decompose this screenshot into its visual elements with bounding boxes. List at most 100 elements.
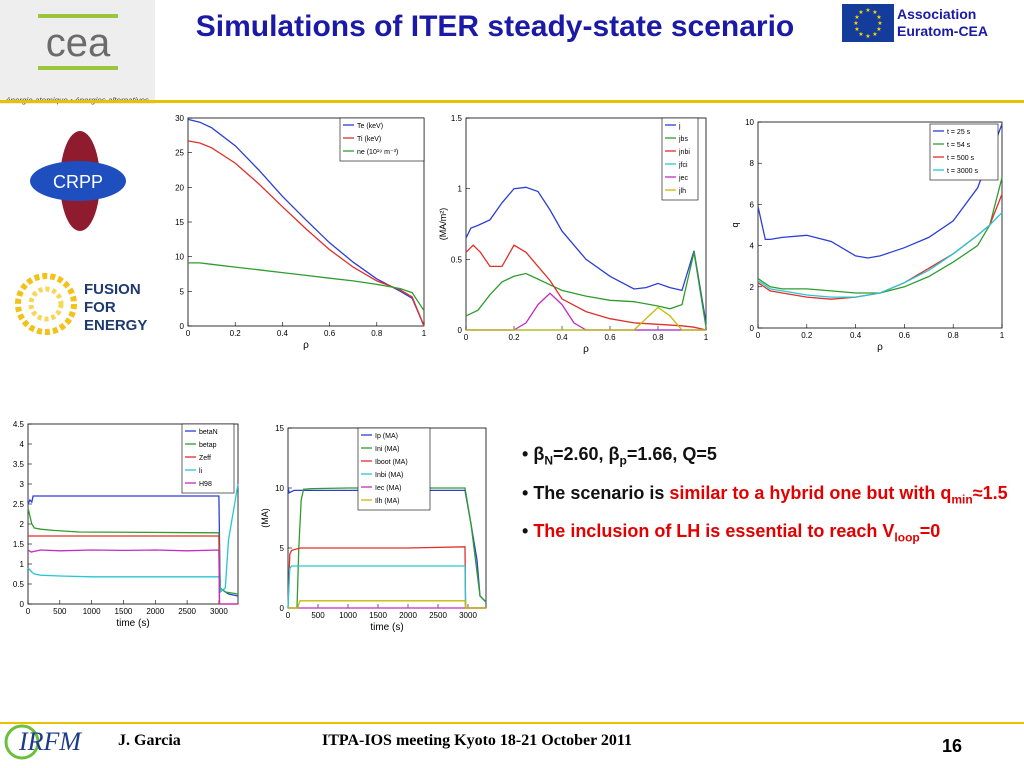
x-tick-label: 0	[286, 611, 291, 620]
x-tick-label: 0.6	[324, 329, 336, 338]
legend-label: Te (keV)	[357, 123, 383, 130]
footer-meeting: ITPA-IOS meeting Kyoto 18-21 October 201…	[322, 732, 633, 749]
series-line	[188, 262, 425, 312]
cea-logo: cea	[38, 14, 118, 70]
x-tick-label: 0.4	[850, 331, 862, 340]
series-line	[466, 306, 706, 331]
y-tick-label: 15	[275, 424, 284, 433]
y-tick-label: 2	[20, 520, 25, 529]
y-tick-label: 10	[175, 253, 184, 262]
y-axis-label: (MA)	[260, 508, 270, 528]
x-tick-label: 0.6	[604, 333, 616, 342]
legend-label: li	[199, 468, 203, 475]
legend-label: j	[678, 123, 681, 130]
x-tick-label: 1500	[369, 611, 387, 620]
x-tick-label: 1000	[339, 611, 357, 620]
x-tick-label: 0.8	[948, 331, 960, 340]
legend-label: ne (10¹⁹ m⁻³)	[357, 149, 398, 156]
svg-text:★: ★	[865, 7, 870, 14]
legend-label: Ini (MA)	[375, 446, 400, 453]
x-tick-label: 0	[186, 329, 191, 338]
series-line	[187, 118, 425, 327]
x-tick-label: 3000	[210, 607, 228, 616]
y-tick-label: 4	[20, 440, 25, 449]
y-tick-label: 0	[280, 604, 285, 613]
series-line	[288, 600, 486, 609]
f4e-line2: FOR	[84, 299, 116, 316]
y-tick-label: 3.5	[13, 460, 25, 469]
legend-box	[929, 123, 999, 181]
logo-panel: cea	[0, 0, 155, 104]
footer-author: J. Garcia	[118, 732, 181, 749]
series-line	[27, 507, 239, 595]
bullet-text: =0	[919, 521, 941, 542]
f4e-line3: ENERGY	[84, 317, 147, 334]
series-line	[757, 212, 1003, 298]
y-tick-label: 0	[20, 600, 25, 609]
svg-text:★: ★	[858, 9, 863, 16]
x-tick-label: 0	[464, 333, 469, 342]
bullet-text: min	[951, 492, 973, 507]
y-tick-label: 2.5	[13, 500, 25, 509]
legend-label: Ilh (MA)	[375, 498, 400, 505]
crpp-logo-text: CRPP	[53, 172, 103, 192]
x-axis-label: ρ	[303, 340, 309, 351]
irfm-logo-text: IRFM	[18, 727, 82, 756]
x-tick-label: 2000	[146, 607, 164, 616]
x-axis-label: ρ	[583, 344, 589, 355]
svg-text:★: ★	[876, 14, 881, 21]
y-tick-label: 0.5	[451, 255, 463, 264]
y-axis-label: (MA/m²)	[438, 208, 448, 241]
page-title: Simulations of ITER steady-state scenari…	[195, 10, 795, 43]
legend-label: jbs	[678, 136, 688, 143]
series-line	[287, 565, 486, 609]
x-tick-label: 1000	[83, 607, 101, 616]
bullet-item: • βN=2.60, βp=1.66, Q=5	[522, 438, 1012, 477]
x-tick-label: 0.6	[899, 331, 911, 340]
x-tick-label: 3000	[459, 611, 477, 620]
y-tick-label: 5	[280, 544, 285, 553]
x-tick-label: 0	[26, 607, 31, 616]
bullet-dot: •	[522, 482, 534, 503]
legend-label: jlh	[678, 188, 686, 195]
legend-label: t = 3000 s	[947, 168, 978, 175]
legend-label: Ip (MA)	[375, 433, 398, 440]
x-tick-label: 1	[422, 329, 427, 338]
svg-text:★: ★	[854, 26, 859, 33]
svg-text:★: ★	[854, 14, 859, 21]
bullet-text: β	[533, 444, 545, 464]
legend-label: jnbi	[678, 149, 690, 156]
y-tick-label: 0.5	[13, 580, 25, 589]
y-tick-label: 25	[175, 149, 184, 158]
x-axis-label: ρ	[877, 342, 883, 353]
y-tick-label: 0	[458, 326, 463, 335]
legend-box	[357, 427, 431, 511]
legend-label: t = 25 s	[947, 129, 971, 136]
y-tick-label: 0	[180, 322, 185, 331]
series-line	[465, 252, 707, 328]
y-tick-label: 30	[175, 114, 184, 123]
bullet-text: loop	[894, 530, 920, 545]
x-axis-label: time (s)	[116, 618, 149, 629]
x-tick-label: 0.2	[508, 333, 520, 342]
x-tick-label: 1500	[115, 607, 133, 616]
x-tick-label: 0.2	[801, 331, 813, 340]
legend-box	[181, 423, 235, 494]
page-number: 16	[942, 736, 963, 756]
x-axis-label: time (s)	[370, 622, 403, 633]
y-tick-label: 10	[275, 484, 284, 493]
x-tick-label: 0.8	[652, 333, 664, 342]
series-line	[187, 140, 425, 327]
y-tick-label: 15	[175, 218, 184, 227]
bullet-text: ≈1.5	[972, 482, 1008, 503]
irfm-logo: IRFM	[4, 724, 82, 760]
x-tick-label: 2000	[399, 611, 417, 620]
x-tick-label: 0.2	[230, 329, 242, 338]
bullet-text: The scenario is	[533, 482, 670, 503]
svg-text:★: ★	[877, 20, 882, 27]
y-tick-label: 1.5	[451, 114, 463, 123]
bullet-list: • βN=2.60, βp=1.66, Q=5 • The scenario is…	[522, 438, 1012, 554]
bullet-text: =2.60, β	[552, 444, 620, 464]
